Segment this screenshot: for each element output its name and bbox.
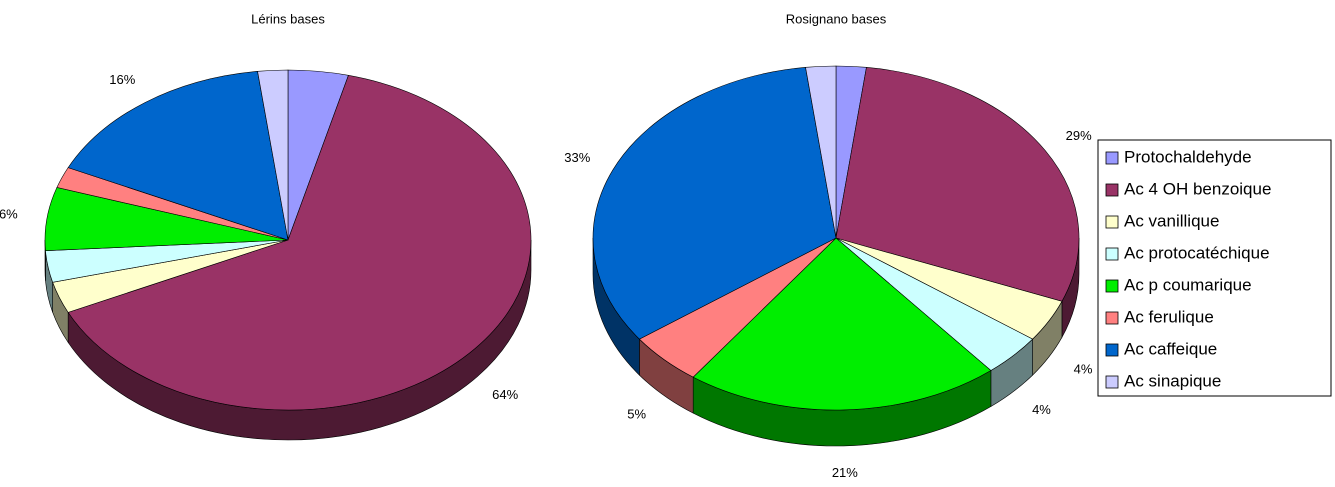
legend-label: Ac p coumarique [1124, 275, 1252, 294]
pie-tops [44, 69, 532, 411]
pie-tops [592, 65, 1080, 411]
legend-swatch [1105, 343, 1119, 357]
pie-sides [592, 237, 1080, 447]
legend-swatch [1105, 151, 1119, 165]
data-label: 4% [1032, 402, 1051, 417]
legend-swatch [1105, 247, 1119, 261]
chart-title: Rosignano bases [786, 11, 887, 26]
pie-slice [805, 65, 837, 239]
pie-slice [592, 67, 837, 340]
pie-slice [835, 67, 1080, 302]
legend-swatch [1105, 183, 1119, 197]
legend-swatch [1105, 311, 1119, 325]
legend-swatch [1105, 215, 1119, 229]
pie-slice [257, 69, 289, 241]
pie-labels: 64% 6% 16% [0, 72, 519, 402]
legend-box [1097, 139, 1332, 397]
pie-slice [67, 71, 289, 241]
legend-swatch [1105, 375, 1119, 389]
legend-label: Ac 4 OH benzoique [1124, 179, 1271, 198]
legend-label: Ac ferulique [1124, 307, 1214, 326]
legend-label: Ac vanillique [1124, 211, 1219, 230]
data-label: 21% [832, 465, 858, 480]
data-label: 5% [627, 407, 646, 422]
data-label: 4% [1074, 362, 1093, 377]
data-label: 6% [0, 207, 18, 222]
data-label: 64% [492, 387, 518, 402]
legend-label: Ac protocatéchique [1124, 243, 1270, 262]
legend-label: Protochaldehyde [1124, 147, 1252, 166]
legend-label: Ac sinapique [1124, 371, 1221, 390]
data-label: 29% [1066, 128, 1092, 143]
pie-labels: 29% 4% 4% 21% 5% 33% [564, 128, 1093, 480]
legend-label: Ac caffeique [1124, 339, 1217, 358]
chart-title: Lérins bases [251, 11, 325, 26]
pie-slice [692, 237, 992, 411]
pie-slice [67, 75, 532, 411]
data-label: 16% [109, 72, 135, 87]
legend-swatch [1105, 279, 1119, 293]
data-label: 33% [564, 150, 590, 165]
